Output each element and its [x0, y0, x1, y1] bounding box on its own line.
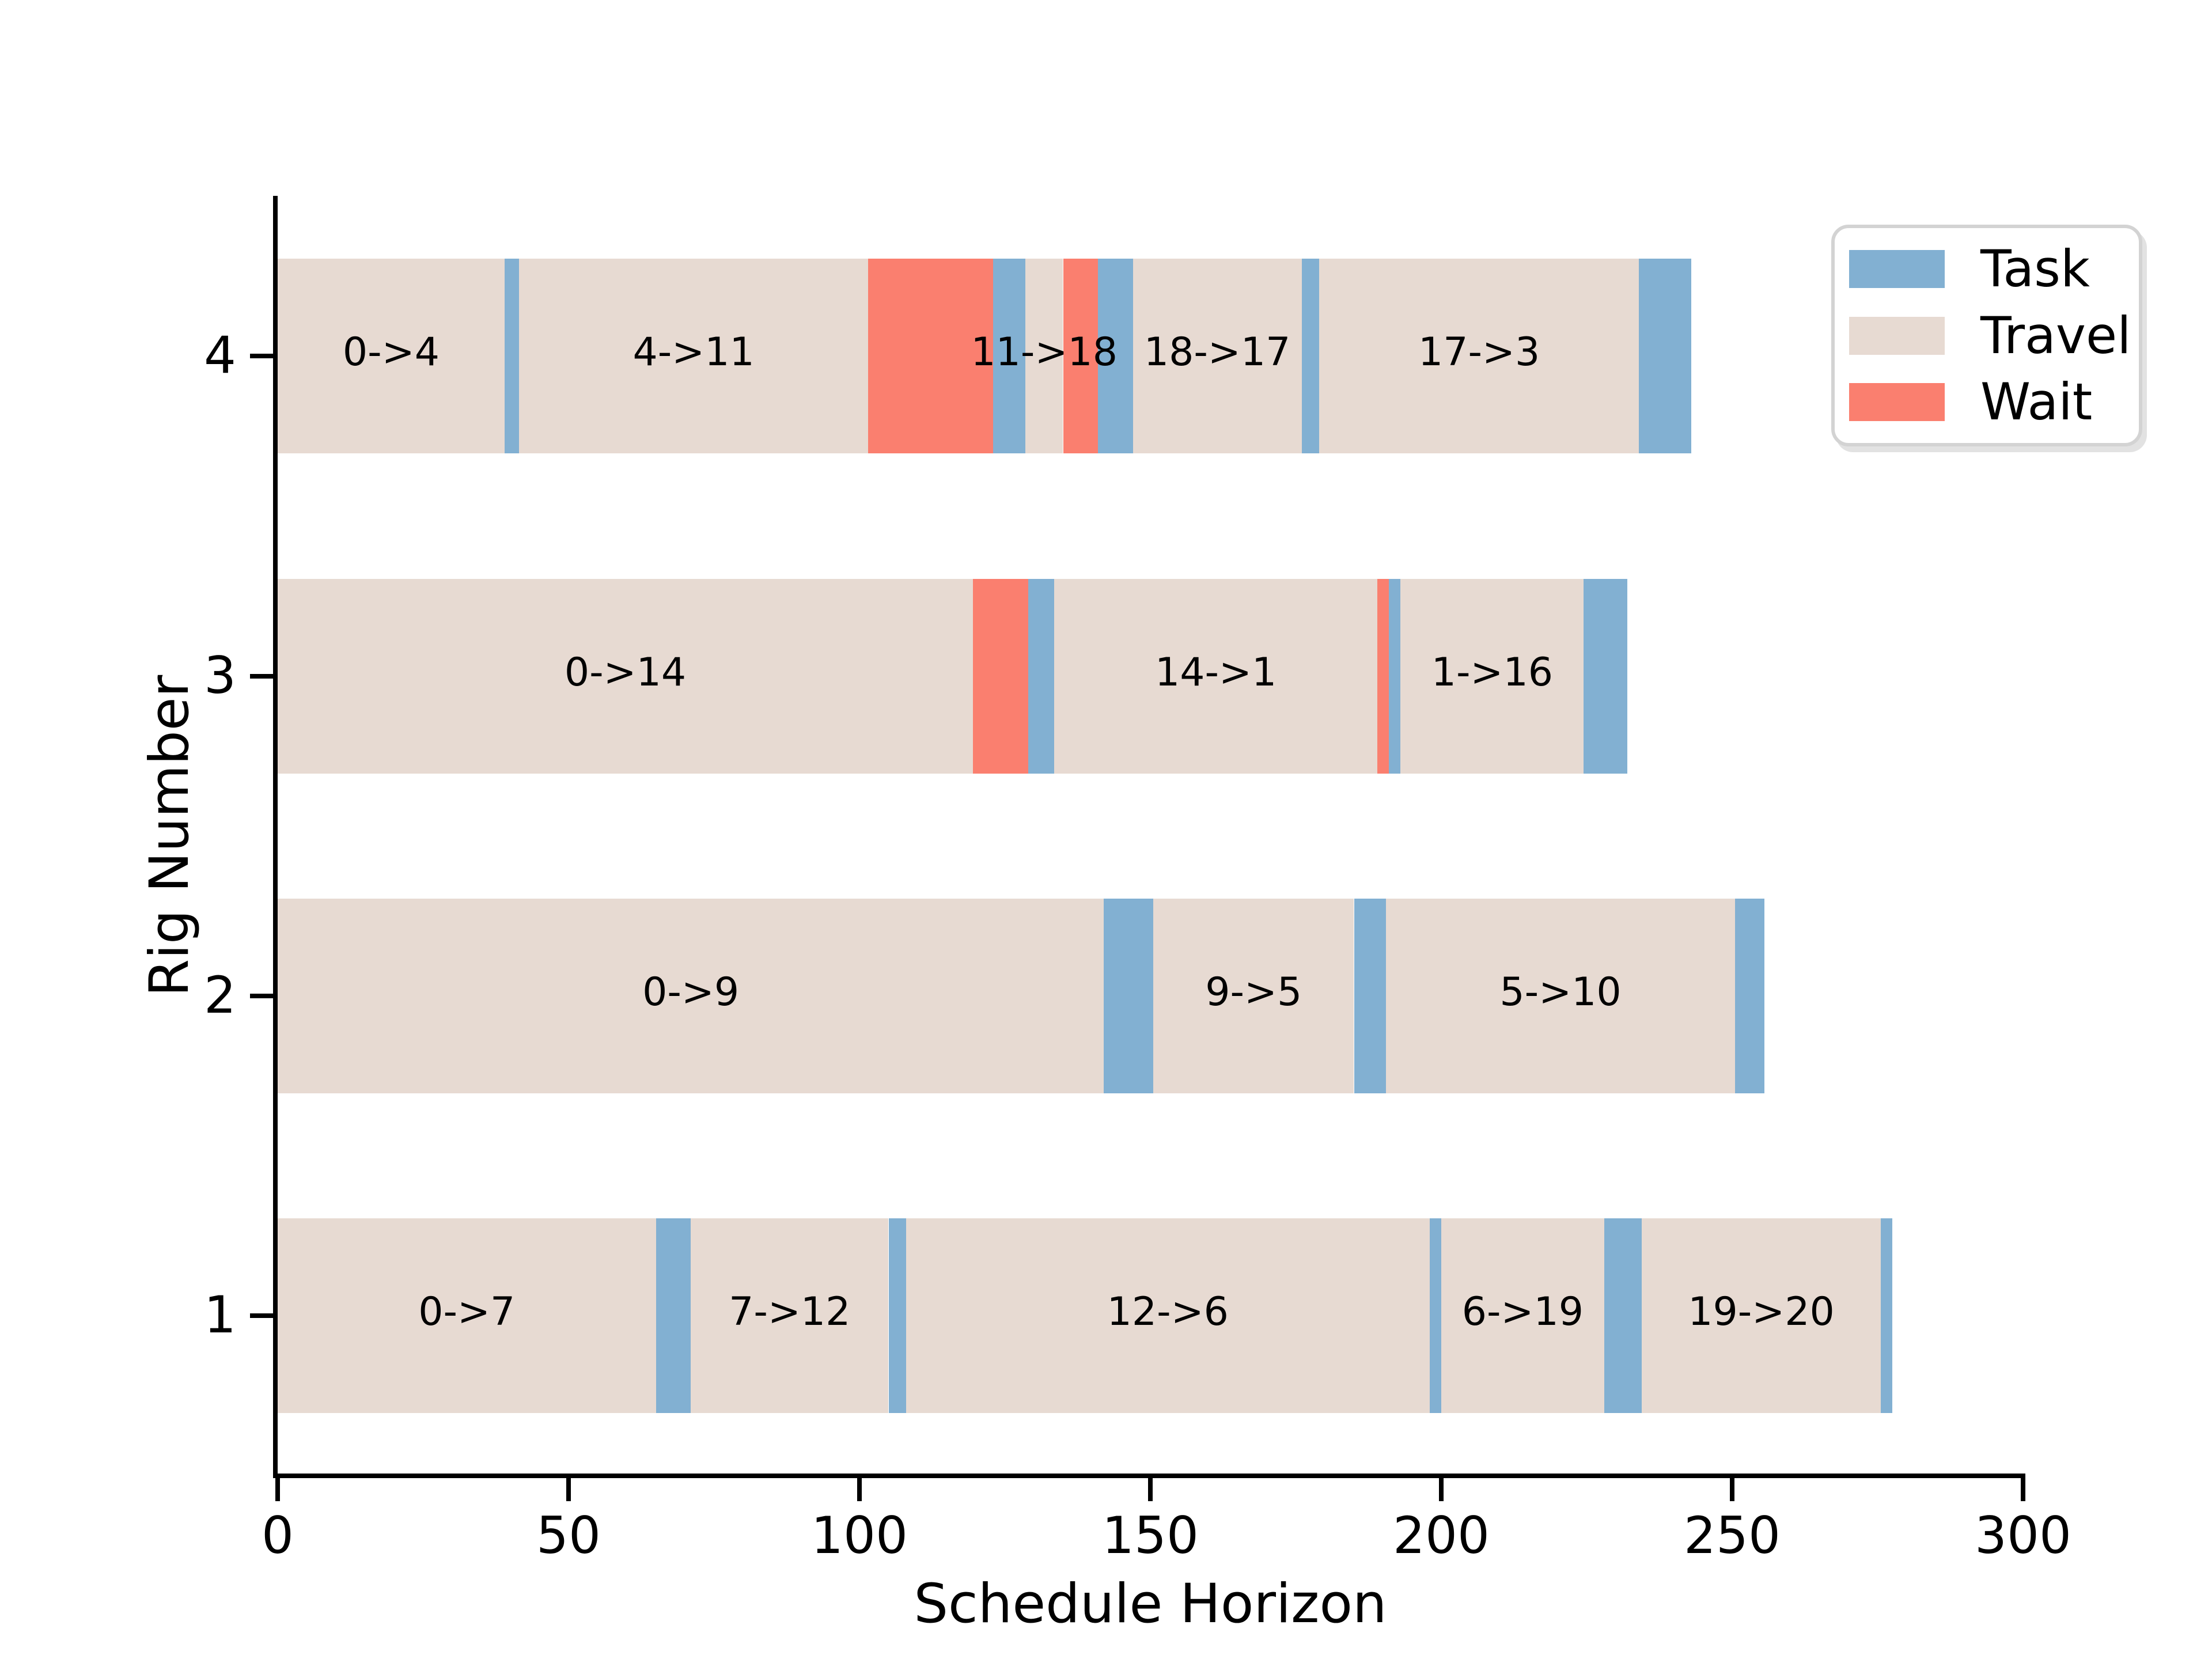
x-tick-mark [275, 1478, 280, 1501]
segment-travel [906, 1218, 1430, 1414]
segment-wait [972, 578, 1028, 774]
segment-label: 0->14 [564, 649, 687, 695]
x-tick-label: 0 [262, 1506, 294, 1565]
segment-task [504, 259, 520, 454]
segment-task [1354, 899, 1387, 1094]
segment-label: 0->9 [642, 969, 740, 1016]
segment-label: 5->10 [1499, 969, 1622, 1016]
wait-swatch-icon [1849, 382, 1945, 421]
segment-travel [278, 578, 973, 774]
legend: Task Travel Wait [1831, 225, 2142, 446]
segment-label: 12->6 [1107, 1289, 1229, 1335]
segment-travel [1386, 899, 1736, 1094]
segment-task [1389, 578, 1401, 774]
segment-travel [1642, 1218, 1881, 1414]
x-tick-label: 100 [811, 1506, 908, 1565]
x-axis-title: Schedule Horizon [914, 1573, 1387, 1635]
x-tick-label: 300 [1975, 1506, 2071, 1565]
x-tick-mark [2021, 1478, 2025, 1501]
segment-label: 11->18 [971, 329, 1118, 376]
legend-label-travel: Travel [1980, 305, 2131, 365]
legend-entry-task: Task [1835, 244, 2139, 294]
x-tick-label: 250 [1684, 1506, 1781, 1565]
x-tick-label: 150 [1102, 1506, 1199, 1565]
segment-wait [1063, 259, 1099, 454]
segment-task [993, 259, 1025, 454]
segment-label: 6->19 [1461, 1289, 1584, 1335]
y-tick-label: 2 [204, 965, 236, 1025]
x-tick-label: 50 [536, 1506, 601, 1565]
segment-label: 14->1 [1154, 649, 1277, 695]
segment-task [1028, 578, 1055, 774]
segment-wait [868, 259, 994, 454]
segment-travel [278, 899, 1104, 1094]
segment-task [1098, 259, 1133, 454]
task-swatch-icon [1849, 250, 1945, 289]
segment-travel [1054, 578, 1377, 774]
segment-label: 17->3 [1418, 329, 1540, 376]
x-tick-mark [857, 1478, 862, 1501]
y-tick-label: 4 [204, 325, 236, 385]
segment-task [888, 1218, 906, 1414]
x-tick-mark [1148, 1478, 1153, 1501]
segment-travel [1025, 259, 1063, 454]
legend-entry-travel: Travel [1835, 310, 2139, 361]
segment-travel [1153, 899, 1354, 1094]
segment-label: 0->7 [418, 1289, 516, 1335]
x-tick-mark [1730, 1478, 1734, 1501]
segment-label: 19->20 [1688, 1289, 1835, 1335]
y-tick-mark [250, 1313, 273, 1319]
y-tick-mark [250, 673, 273, 679]
x-axis-line [273, 1474, 2025, 1478]
segment-task [1104, 899, 1154, 1094]
x-tick-mark [1439, 1478, 1444, 1501]
x-tick-label: 200 [1393, 1506, 1490, 1565]
segment-label: 7->12 [729, 1289, 851, 1335]
x-tick-mark [566, 1478, 571, 1501]
segment-label: 0->4 [342, 329, 440, 376]
segment-travel [1132, 259, 1302, 454]
segment-task [1584, 578, 1628, 774]
y-tick-mark [250, 994, 273, 999]
segment-task [1735, 899, 1764, 1094]
segment-task [1604, 1218, 1642, 1414]
segment-task [1639, 259, 1692, 454]
legend-entry-wait: Wait [1835, 372, 2139, 431]
y-tick-label: 1 [204, 1285, 236, 1345]
segment-travel [1400, 578, 1584, 774]
segment-travel [691, 1218, 889, 1414]
segment-label: 1->16 [1431, 649, 1554, 695]
y-tick-label: 3 [204, 645, 236, 705]
segment-task [1429, 1218, 1441, 1414]
segment-wait [1377, 578, 1389, 774]
segment-task [1880, 1218, 1892, 1414]
segment-task [656, 1218, 691, 1414]
segment-task [1301, 259, 1319, 454]
segment-travel [519, 259, 869, 454]
y-axis-title: Rig Number [138, 675, 201, 997]
travel-swatch-icon [1849, 316, 1945, 355]
y-tick-mark [250, 354, 273, 359]
segment-travel [278, 1218, 656, 1414]
segment-travel [1319, 259, 1639, 454]
segment-travel [278, 259, 505, 454]
segment-label: 18->17 [1143, 329, 1291, 376]
y-axis-line [273, 196, 278, 1478]
legend-label-task: Task [1980, 239, 2090, 299]
segment-label: 4->11 [632, 329, 755, 376]
segment-travel [1441, 1218, 1604, 1414]
segment-label: 9->5 [1205, 969, 1302, 1016]
legend-label-wait: Wait [1980, 372, 2093, 431]
